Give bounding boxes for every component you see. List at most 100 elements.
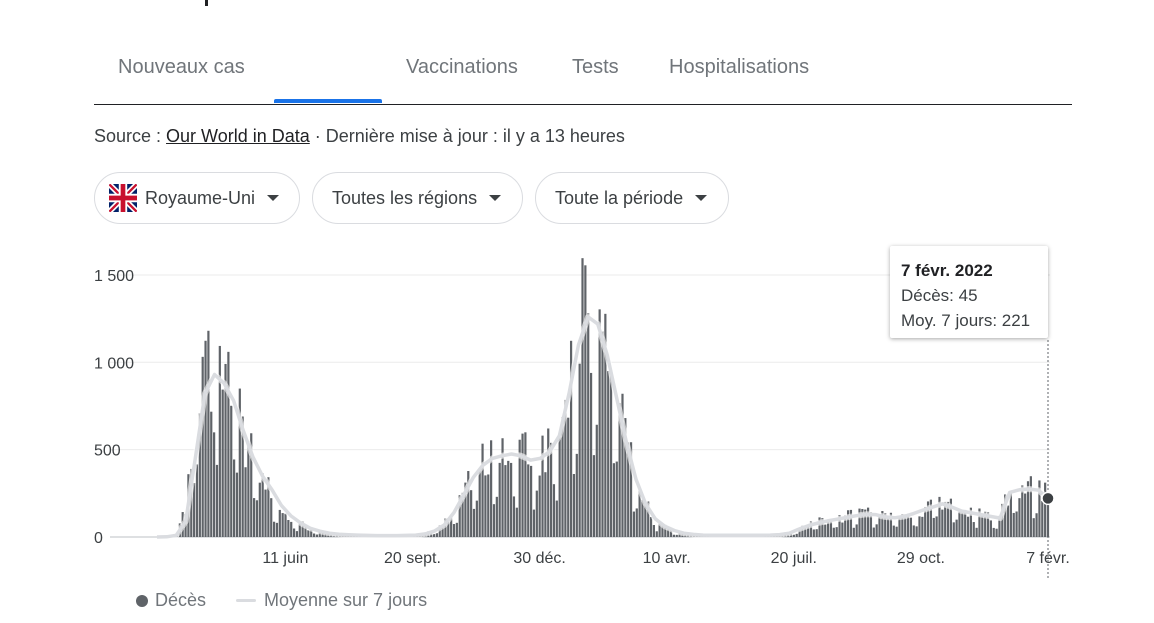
death-bar (609, 370, 613, 537)
highlight-point (1041, 491, 1055, 506)
death-bar (941, 509, 944, 537)
death-bar (492, 504, 496, 537)
death-bar (807, 526, 810, 537)
death-bar (629, 442, 633, 537)
death-bars (158, 258, 1050, 537)
death-bar (435, 533, 438, 537)
chevron-down-icon (267, 195, 280, 201)
death-bar (841, 522, 844, 537)
death-bar (272, 521, 276, 537)
death-bar (589, 372, 593, 537)
death-bar (521, 433, 524, 537)
death-bar (986, 512, 990, 537)
legend-dot-icon (136, 594, 148, 607)
death-bar (224, 363, 227, 537)
header-fragment (205, 0, 208, 6)
death-bar (855, 524, 858, 537)
death-bar (1032, 518, 1035, 537)
death-bar (472, 508, 476, 537)
death-bar (595, 424, 598, 537)
death-bar (475, 500, 478, 537)
death-bar (604, 313, 607, 537)
death-bar (230, 405, 233, 537)
source-link[interactable]: Our World in Data (166, 126, 310, 146)
death-bar (467, 471, 470, 537)
death-bar (635, 508, 638, 537)
death-bar (210, 411, 213, 537)
death-bar (241, 416, 244, 537)
death-bar (532, 509, 536, 537)
death-bar (838, 515, 841, 537)
death-bar (292, 528, 296, 537)
death-bar (647, 501, 650, 537)
death-bar (561, 416, 564, 537)
death-bar (864, 509, 867, 537)
death-bar (270, 498, 273, 537)
death-bar (918, 516, 921, 537)
y-tick-label: 1 500 (94, 268, 134, 285)
death-bar (866, 507, 870, 537)
death-bar (281, 513, 284, 537)
death-bar (872, 527, 875, 537)
tab-vaccinations[interactable]: Vaccinations (406, 56, 518, 78)
death-bar (258, 482, 261, 537)
death-bar (575, 453, 578, 537)
y-tick-label: 1 000 (94, 355, 134, 372)
hover-cursor (1041, 340, 1055, 580)
period-select[interactable]: Toute la période (535, 172, 729, 224)
death-bar (624, 418, 627, 537)
death-bar (244, 467, 247, 537)
death-bar (198, 413, 201, 537)
death-bar (250, 433, 253, 537)
death-bar (527, 464, 530, 537)
death-bar (801, 525, 804, 537)
tooltip-average: Moy. 7 jours: 221 (901, 311, 1031, 330)
death-bar (535, 490, 538, 537)
death-bar (607, 371, 610, 537)
death-bar (1006, 505, 1010, 537)
tab-hospitalisations[interactable]: Hospitalisations (669, 56, 810, 78)
death-bar (652, 525, 656, 537)
death-bar (989, 520, 992, 537)
death-bar (964, 509, 967, 537)
death-bar (998, 515, 1001, 537)
death-bar (946, 501, 950, 537)
death-bar (627, 442, 630, 537)
death-bar (487, 474, 490, 537)
death-bar (1041, 501, 1044, 537)
death-bar (632, 511, 636, 537)
death-bar (572, 474, 576, 537)
tab-tests[interactable]: Tests (572, 56, 619, 78)
death-bar (832, 527, 835, 537)
death-bar (818, 517, 821, 537)
country-select[interactable]: Royaume-Uni (94, 172, 300, 224)
death-bar (1024, 493, 1027, 537)
death-bar (307, 530, 310, 537)
tooltip-date: 7 févr. 2022 (901, 261, 993, 280)
death-bar (952, 522, 955, 537)
death-bar (658, 521, 661, 537)
death-bar (201, 356, 204, 537)
death-bar (498, 462, 501, 537)
death-bar (315, 534, 319, 537)
death-bar (669, 530, 673, 537)
death-bar (909, 517, 913, 537)
period-label: Toute la période (555, 187, 684, 208)
death-bar (638, 489, 641, 537)
death-bar (846, 510, 850, 537)
death-bar (441, 525, 444, 537)
death-bar (447, 518, 450, 537)
death-bar (649, 516, 653, 537)
death-bar (904, 514, 907, 537)
death-bar (584, 265, 587, 537)
death-bar (515, 507, 518, 537)
death-bar (510, 462, 513, 537)
death-bar (481, 443, 484, 537)
death-bar (601, 331, 604, 537)
death-bar (664, 524, 667, 537)
tab-nouveaux-cas[interactable]: Nouveaux cas (118, 56, 245, 78)
region-select[interactable]: Toutes les régions (312, 172, 523, 224)
death-bar (304, 527, 307, 537)
x-tick-label: 30 déc. (513, 550, 565, 567)
death-bar (798, 529, 801, 537)
